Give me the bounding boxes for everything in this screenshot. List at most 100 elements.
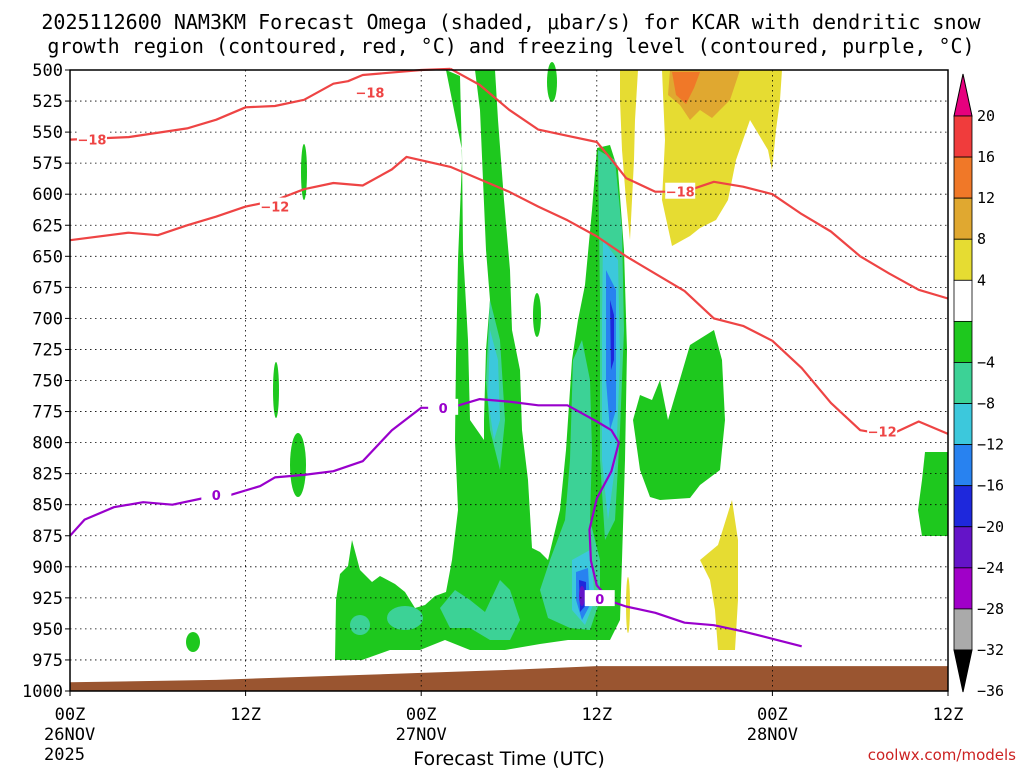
contour-lines: −18 −18 −18 −12 −12 0 0 0 [69, 67, 949, 648]
omega-region-green-far-east [918, 452, 948, 536]
colorbar-bin [953, 197, 973, 240]
y-tick-label: 725 [32, 340, 63, 360]
y-tick-label: 650 [32, 247, 63, 267]
colorbar-bin [953, 115, 973, 158]
colorbar-label: 20 [977, 107, 995, 125]
contour-label: −18 [77, 134, 106, 149]
colorbar-bin [953, 279, 973, 322]
omega-cell-green-6 [186, 632, 200, 652]
colorbar-bottom-arrow [953, 649, 973, 693]
colorbar-bin [953, 238, 973, 281]
colorbar-top-arrow [953, 73, 973, 117]
y-tick-label: 800 [32, 434, 63, 454]
y-tick-label: 550 [32, 123, 63, 143]
x-tick-label: 26NOV [44, 725, 95, 745]
y-tick-label: 950 [32, 620, 63, 640]
y-tick-label: 925 [32, 589, 63, 609]
chart-title-line1: 2025112600 NAM3KM Forecast Omega (shaded… [41, 10, 981, 34]
colorbar-bin [953, 362, 973, 404]
x-tick-label: 00Z [55, 705, 86, 725]
x-axis-label: Forecast Time (UTC) [413, 748, 604, 768]
colorbar-label: 12 [977, 189, 995, 207]
y-tick-label: 775 [32, 403, 63, 423]
y-tick-label: 850 [32, 496, 63, 516]
omega-cell-green-4 [533, 293, 541, 337]
contour-label: 0 [595, 593, 604, 608]
x-tick-label: 28NOV [747, 725, 798, 745]
credit-text: coolwx.com/models [868, 746, 1016, 764]
colorbar-label: −8 [977, 395, 995, 413]
colorbar-bin [953, 485, 973, 528]
y-axis: 500 525 550 575 600 625 650 675 700 725 750 775 800 8… [22, 61, 70, 702]
omega-cell-yellow-4 [626, 577, 630, 633]
colorbar-label: −4 [977, 353, 995, 371]
contour-label-bg [584, 590, 615, 607]
x-tick-label: 27NOV [396, 725, 447, 745]
x-tick-label: 12Z [581, 705, 612, 725]
contour-label-bg [201, 485, 232, 502]
colorbar-label: 4 [977, 271, 986, 289]
omega-cell-green-2 [273, 362, 279, 418]
colorbar-bin [953, 444, 973, 487]
colorbar-bin [953, 567, 973, 610]
colorbar-bin [953, 320, 973, 363]
colorbar-label: −28 [977, 600, 1004, 618]
y-tick-label: 625 [32, 216, 63, 236]
omega-region-yellow-3 [700, 500, 738, 650]
contour-dgz-minus12-upper [69, 155, 949, 437]
colorbar-label: −20 [977, 518, 1004, 536]
omega-region-darkblue-1 [610, 300, 614, 370]
contour-label-bg [354, 83, 385, 100]
colorbar-label: −12 [977, 436, 1004, 454]
omega-cell-purple [579, 586, 585, 606]
contour-label: −12 [260, 201, 289, 216]
contour-label-bg [867, 422, 898, 439]
contour-label: −12 [868, 425, 897, 440]
y-tick-label: 825 [32, 465, 63, 485]
y-tick-label: 500 [32, 61, 63, 81]
x-tick-label: 12Z [230, 705, 261, 725]
x-tick-label: 00Z [757, 705, 788, 725]
omega-cell-green-1 [301, 144, 307, 200]
contour-label: 0 [212, 489, 221, 504]
chart-title-line2: growth region (contoured, red, °C) and f… [47, 34, 974, 58]
y-tick-label: 875 [32, 527, 63, 547]
terrain-fill [70, 666, 948, 691]
omega-region-yellow-2 [620, 70, 638, 240]
y-tick-label: 900 [32, 558, 63, 578]
omega-cell-mint-1 [387, 606, 423, 630]
colorbar-bin [953, 526, 973, 569]
colorbar-label: −24 [977, 559, 1004, 577]
omega-cell-green-3 [290, 433, 306, 497]
colorbar-bin [953, 156, 973, 199]
colorbar-label: −16 [977, 477, 1004, 495]
omega-region-green-east [633, 330, 725, 500]
omega-region-mint [440, 580, 520, 640]
y-tick-label: 700 [32, 309, 63, 329]
y-tick-label: 600 [32, 185, 63, 205]
colorbar: 20 16 12 8 4 −4 −8 −12 −16 −20 −24 −28 −32 −36 [953, 73, 1004, 700]
colorbar-label: 8 [977, 230, 986, 248]
colorbar-bin [953, 403, 973, 446]
colorbar-label: 16 [977, 148, 995, 166]
colorbar-label: −32 [977, 641, 1004, 659]
omega-cell-green-5 [547, 62, 557, 102]
contour-label-bg [259, 197, 290, 214]
y-tick-label: 525 [32, 92, 63, 112]
contour-dgz-minus18-upper [69, 67, 451, 141]
contour-label: −18 [666, 186, 695, 201]
y-tick-label: 675 [32, 278, 63, 298]
y-tick-label: 1000 [22, 682, 63, 702]
gridlines [70, 70, 948, 691]
y-tick-label: 575 [32, 154, 63, 174]
omega-cell-mint-2 [350, 615, 370, 635]
contour-label: 0 [439, 402, 448, 417]
omega-region-orange [672, 72, 700, 104]
contour-label-bg [665, 182, 696, 199]
contour-label-bg [428, 398, 459, 415]
x-tick-label: 12Z [933, 705, 964, 725]
contour-label: −18 [355, 86, 384, 101]
plot-area: −18 −18 −18 −12 −12 0 0 0 [69, 62, 949, 692]
